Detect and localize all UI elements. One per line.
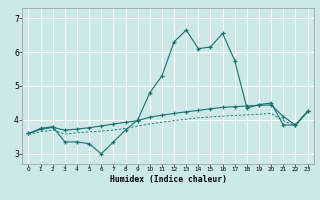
- X-axis label: Humidex (Indice chaleur): Humidex (Indice chaleur): [109, 175, 227, 184]
